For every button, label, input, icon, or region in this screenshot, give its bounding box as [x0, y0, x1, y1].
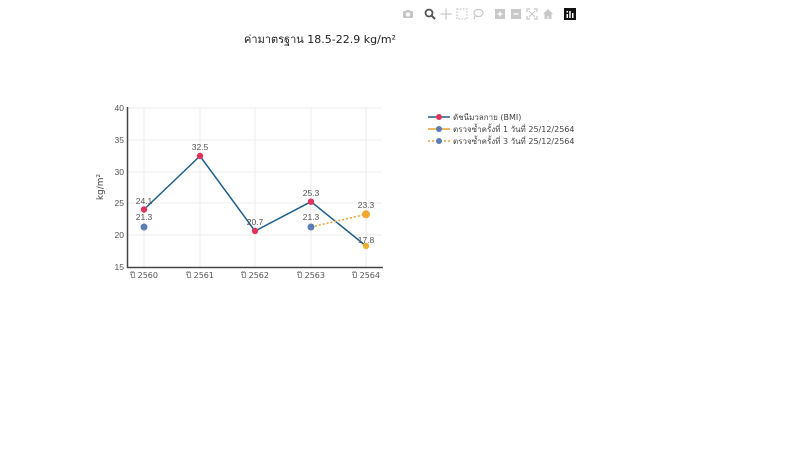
plotly-logo-icon[interactable] — [562, 7, 578, 21]
x-tick-label: ปี 2563 — [296, 271, 325, 280]
data-point[interactable] — [140, 223, 148, 231]
data-label: 21.3 — [303, 212, 320, 222]
gridlines — [128, 107, 382, 267]
data-label: 21.3 — [136, 212, 153, 222]
legend-label: ตรวจซ้ำครั้งที่ 1 วันที่ 25/12/2564 — [453, 124, 575, 134]
y-axis-title: kg/m² — [96, 173, 106, 200]
y-tick-label: 30 — [115, 167, 125, 177]
pan-icon[interactable] — [438, 7, 454, 21]
legend-item-recheck-3[interactable]: ตรวจซ้ำครั้งที่ 3 วันที่ 25/12/2564 — [428, 135, 574, 147]
data-point[interactable] — [251, 227, 259, 235]
zoom-icon[interactable] — [422, 7, 438, 21]
chart-title: ค่ามาตรฐาน 18.5-22.9 kg/m² — [244, 33, 396, 46]
data-label: 23.3 — [358, 200, 375, 210]
data-point[interactable] — [362, 210, 370, 219]
data-label: 17.8 — [358, 235, 375, 245]
data-label: 20.7 — [247, 217, 264, 227]
y-tick-label: 25 — [115, 198, 125, 208]
legend-label: ดัชนีมวลกาย (BMI) — [453, 112, 522, 122]
x-tick-label: ปี 2560 — [129, 271, 158, 280]
camera-icon[interactable] — [400, 7, 416, 21]
data-point[interactable] — [140, 206, 148, 213]
zoom-in-icon[interactable] — [492, 7, 508, 21]
legend-label: ตรวจซ้ำครั้งที่ 3 วันที่ 25/12/2564 — [453, 136, 575, 146]
lasso-select-icon[interactable] — [470, 7, 486, 21]
data-label: 25.3 — [303, 188, 320, 198]
y-tick-label: 40 — [115, 103, 125, 113]
data-label: 24.1 — [136, 196, 153, 206]
legend: ดัชนีมวลกาย (BMI) ตรวจซ้ำครั้งที่ 1 วันท… — [428, 111, 574, 147]
legend-item-bmi[interactable]: ดัชนีมวลกาย (BMI) — [428, 111, 574, 123]
series-recheck3-line — [310, 213, 367, 228]
data-label: 32.5 — [192, 142, 209, 152]
legend-dotted-line-marker-icon — [428, 138, 450, 144]
autoscale-icon[interactable] — [524, 7, 540, 21]
legend-line-marker-icon — [428, 114, 450, 120]
legend-line-marker-icon — [428, 126, 450, 132]
x-tick-label: ปี 2564 — [351, 271, 380, 280]
data-point[interactable] — [196, 152, 204, 160]
x-tick-label: ปี 2562 — [240, 271, 269, 280]
y-tick-label: 20 — [115, 230, 125, 240]
data-point[interactable] — [362, 242, 370, 250]
home-icon[interactable] — [540, 7, 556, 21]
y-tick-label: 35 — [115, 135, 125, 145]
modebar — [400, 6, 578, 22]
zoom-out-icon[interactable] — [508, 7, 524, 21]
box-select-icon[interactable] — [454, 7, 470, 21]
data-point[interactable] — [307, 223, 315, 231]
data-point[interactable] — [307, 198, 315, 205]
x-tick-label: ปี 2561 — [185, 271, 214, 280]
y-tick-label: 15 — [115, 262, 125, 272]
legend-item-recheck-1[interactable]: ตรวจซ้ำครั้งที่ 1 วันที่ 25/12/2564 — [428, 123, 574, 135]
